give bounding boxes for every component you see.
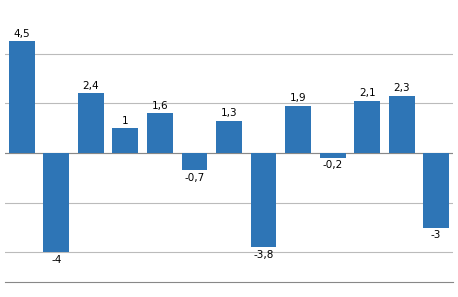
Bar: [9, 41, 35, 153]
Bar: [320, 153, 345, 158]
Bar: [113, 128, 138, 153]
Text: -0,7: -0,7: [185, 173, 205, 183]
Text: 1,3: 1,3: [221, 108, 237, 118]
Text: 1,6: 1,6: [152, 101, 168, 111]
Bar: [285, 106, 311, 153]
Bar: [389, 96, 414, 153]
Bar: [78, 93, 104, 153]
Text: 4,5: 4,5: [14, 29, 30, 39]
Text: -3,8: -3,8: [253, 250, 274, 260]
Bar: [44, 153, 69, 252]
Text: 1,9: 1,9: [290, 93, 306, 103]
Text: 2,1: 2,1: [359, 88, 376, 98]
Bar: [354, 101, 380, 153]
Bar: [423, 153, 449, 228]
Bar: [147, 113, 173, 153]
Text: -0,2: -0,2: [322, 160, 343, 170]
Bar: [181, 153, 207, 170]
Text: -4: -4: [51, 255, 61, 265]
Text: 2,3: 2,3: [393, 83, 410, 93]
Bar: [216, 121, 242, 153]
Text: -3: -3: [431, 230, 442, 240]
Bar: [251, 153, 277, 247]
Text: 1: 1: [122, 116, 129, 126]
Text: 2,4: 2,4: [82, 81, 99, 91]
